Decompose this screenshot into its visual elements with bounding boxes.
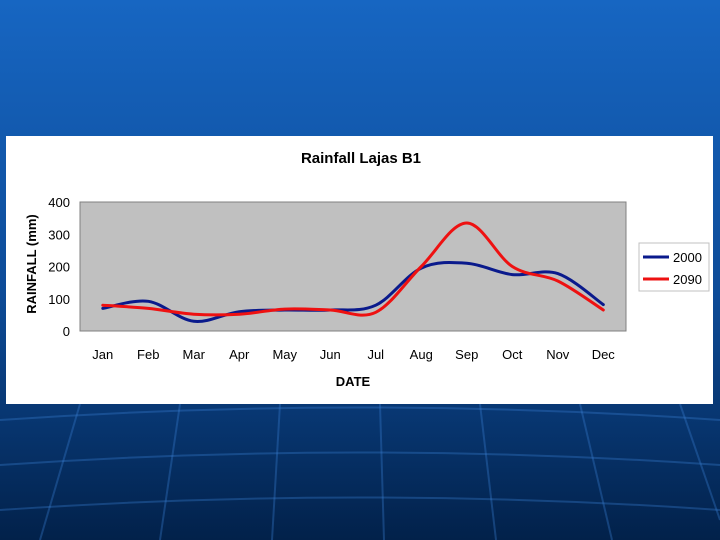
series-line-2090	[101, 221, 605, 317]
series-line-2000	[101, 260, 605, 323]
legend-label-2090: 2090	[673, 272, 702, 287]
x-tick-label: Aug	[410, 347, 433, 362]
chart-panel: Rainfall Lajas B1 RAINFALL (mm) DATE 0 10…	[6, 136, 713, 404]
y-tick-label: 100	[48, 292, 70, 307]
y-tick-label: 200	[48, 260, 70, 275]
x-tick-label: Sep	[455, 347, 478, 362]
legend-box	[638, 242, 710, 292]
x-tick-label: May	[272, 347, 297, 362]
x-tick-label: Jul	[367, 347, 384, 362]
y-tick-label: 400	[48, 195, 70, 210]
y-axis-label: RAINFALL (mm)	[24, 214, 39, 313]
rainfall-line-chart: Rainfall Lajas B1 RAINFALL (mm) DATE 0 10…	[24, 150, 710, 389]
x-tick-label: Dec	[592, 347, 616, 362]
x-tick-label: Jan	[92, 347, 113, 362]
x-axis-label: DATE	[336, 374, 371, 389]
x-tick-label: Apr	[229, 347, 250, 362]
x-tick-label: Oct	[502, 347, 523, 362]
y-tick-label: 300	[48, 227, 70, 242]
y-tick-label: 0	[63, 324, 70, 339]
legend-label-2000: 2000	[673, 250, 702, 265]
chart-title: Rainfall Lajas B1	[301, 150, 421, 167]
x-tick-label: Nov	[546, 347, 570, 362]
x-tick-label: Feb	[137, 347, 159, 362]
x-tick-label: Mar	[183, 347, 206, 362]
x-tick-label: Jun	[320, 347, 341, 362]
